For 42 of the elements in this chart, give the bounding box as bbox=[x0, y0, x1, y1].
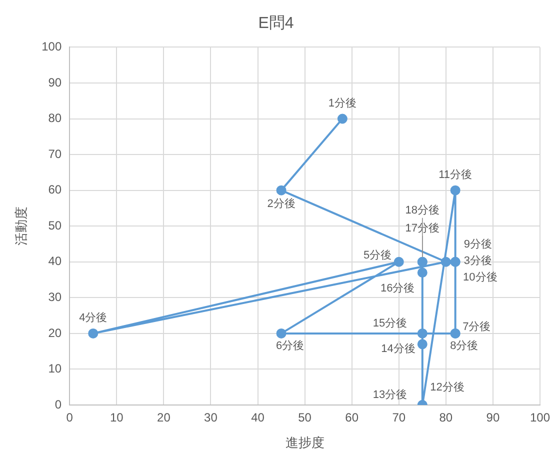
y-tick-label: 30 bbox=[48, 290, 62, 304]
y-tick-label: 100 bbox=[42, 40, 62, 54]
y-tick-label: 10 bbox=[48, 362, 62, 376]
x-tick-label: 50 bbox=[298, 410, 312, 425]
x-tick-label: 30 bbox=[204, 410, 218, 425]
annotation: 5分後 bbox=[364, 249, 392, 262]
x-tick-label: 60 bbox=[345, 410, 359, 425]
y-axis-title: 活動度 bbox=[13, 206, 28, 246]
y-tick-label: 80 bbox=[48, 111, 62, 126]
annotation: 2分後 bbox=[267, 198, 296, 210]
annotation: 11分後 bbox=[438, 168, 472, 181]
x-axis-title: 進捗度 bbox=[285, 434, 324, 450]
annotation: 9分後 bbox=[464, 238, 492, 250]
annotation: 15分後 bbox=[372, 317, 408, 330]
x-tick-label: 20 bbox=[157, 410, 171, 425]
y-tick-label: 50 bbox=[48, 218, 62, 232]
annotation: 16分後 bbox=[380, 282, 415, 294]
x-tick-label: 40 bbox=[251, 410, 265, 425]
x-tick-label: 0 bbox=[66, 410, 74, 425]
annotation: 12分後 bbox=[430, 381, 464, 394]
y-tick-label: 90 bbox=[48, 75, 62, 90]
y-tick-label: 40 bbox=[48, 254, 62, 268]
y-tick-label: 70 bbox=[48, 146, 62, 161]
annotation: 18分後 bbox=[405, 204, 440, 216]
annotation: 8分後 bbox=[450, 340, 478, 352]
x-tick-label: 90 bbox=[486, 410, 500, 425]
y-tick-label: 60 bbox=[48, 182, 62, 197]
annotation: 6分後 bbox=[276, 340, 304, 352]
annotation: 14分後 bbox=[381, 342, 416, 355]
annotation: 10分後 bbox=[463, 272, 498, 284]
annotation: 4分後 bbox=[79, 312, 108, 324]
x-tick-label: 80 bbox=[439, 410, 453, 425]
annotation: 7分後 bbox=[462, 320, 491, 333]
annotation: 3分後 bbox=[464, 254, 492, 267]
annotation: 13分後 bbox=[372, 389, 408, 402]
chart-title: E問4 bbox=[258, 15, 294, 32]
y-tick-label: 20 bbox=[48, 326, 62, 340]
x-tick-label: 70 bbox=[392, 410, 406, 425]
x-tick-label: 10 bbox=[110, 410, 124, 425]
x-tick-label: 100 bbox=[530, 410, 550, 425]
y-tick-label: 0 bbox=[54, 397, 62, 412]
annotation: 1分後 bbox=[328, 97, 356, 110]
